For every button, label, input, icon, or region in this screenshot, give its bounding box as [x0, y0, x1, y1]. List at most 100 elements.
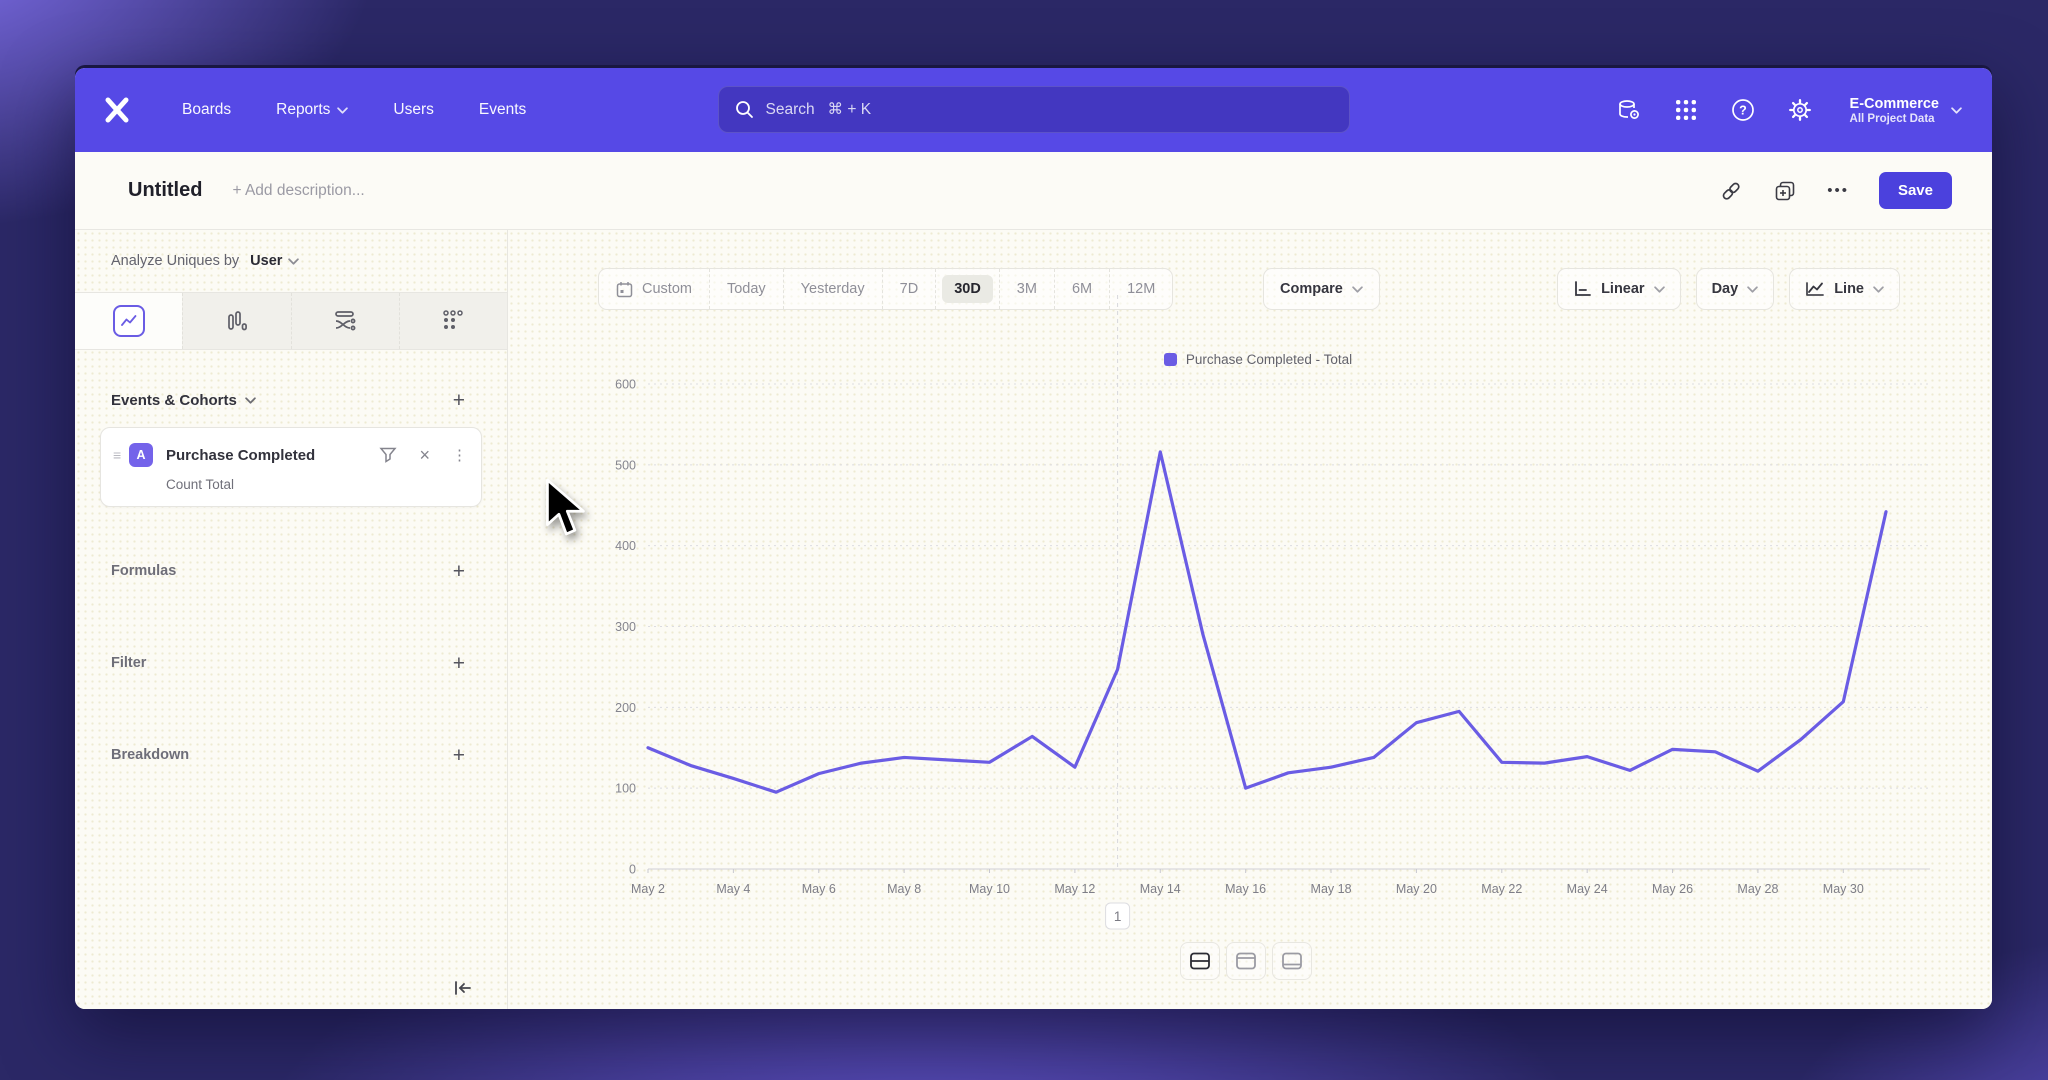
range-label: 30D	[942, 275, 993, 303]
range-label: 12M	[1127, 281, 1156, 297]
share-link-icon[interactable]	[1719, 179, 1743, 203]
range-12m[interactable]: 12M	[1109, 269, 1172, 309]
chevron-down-icon	[245, 397, 256, 404]
range-6m[interactable]: 6M	[1053, 269, 1109, 309]
layout-top-button[interactable]	[1226, 942, 1266, 980]
compare-dropdown[interactable]: Compare	[1263, 268, 1380, 310]
x-axis-label: May 6	[802, 882, 836, 896]
annotation-label: 1	[1114, 909, 1122, 924]
save-button[interactable]: Save	[1878, 172, 1952, 209]
legend-label: Purchase Completed - Total	[1185, 352, 1353, 367]
range-custom[interactable]: Custom	[599, 269, 709, 309]
y-axis-label: 400	[615, 539, 636, 553]
event-badge: A	[129, 443, 153, 467]
filter-label: Filter	[111, 655, 147, 671]
scale-dropdown[interactable]: Linear	[1557, 268, 1681, 310]
data-management-icon[interactable]	[1616, 97, 1642, 123]
report-description-placeholder[interactable]: + Add description...	[232, 181, 365, 199]
analyze-value-dropdown[interactable]: User	[250, 253, 300, 269]
drag-handle-icon[interactable]: ≡	[113, 447, 122, 463]
more-options-button[interactable]: •••	[1827, 182, 1849, 199]
nav-item-label: Users	[393, 101, 434, 118]
analyze-value: User	[250, 253, 283, 269]
x-axis-label: May 8	[887, 882, 921, 896]
mixpanel-logo-icon[interactable]	[102, 95, 132, 125]
interval-dropdown[interactable]: Day	[1695, 268, 1775, 310]
x-axis-label: May 18	[1311, 882, 1352, 896]
chart-panel: Custom Today Yesterday 7D 30D 3M 6M 12M …	[508, 230, 1992, 1009]
line-chart-icon	[112, 305, 145, 337]
breakdown-label: Breakdown	[111, 747, 190, 763]
chevron-down-icon	[1747, 285, 1758, 293]
formulas-label: Formulas	[111, 563, 177, 579]
y-axis-label: 600	[615, 378, 636, 392]
settings-gear-icon[interactable]	[1787, 97, 1813, 123]
chevron-down-icon	[1951, 106, 1962, 114]
search-input[interactable]	[765, 100, 1333, 119]
tab-bar-chart[interactable]	[182, 293, 291, 349]
collapse-left-icon	[455, 981, 471, 995]
line-chart[interactable]: 0 100 200 300 400 500 600 May 2 May 4 May 6 May 8 M…	[558, 290, 1958, 950]
report-header: Untitled + Add description... •••	[75, 152, 1992, 230]
scatter-dots-icon	[443, 310, 464, 329]
query-sidebar: Analyze Uniques by User	[75, 230, 508, 1009]
layout-bottom-icon	[1282, 952, 1302, 970]
x-axis-label: May 2	[631, 882, 665, 896]
tab-scatter[interactable]	[398, 293, 507, 349]
layout-split-icon	[1190, 952, 1210, 970]
x-axis-label: May 30	[1823, 882, 1864, 896]
event-name[interactable]: Purchase Completed	[166, 446, 316, 464]
events-cohorts-title[interactable]: Events & Cohorts	[111, 392, 256, 409]
chart-type-dropdown[interactable]: Line	[1789, 268, 1900, 310]
report-title[interactable]: Untitled	[128, 179, 203, 201]
x-axis-label: May 20	[1396, 882, 1437, 896]
range-label: 7D	[899, 281, 919, 297]
project-switcher[interactable]: E-Commerce All Project Data	[1850, 95, 1962, 125]
nav-item-reports[interactable]: Reports	[276, 101, 349, 119]
remove-event-icon[interactable]: ×	[419, 444, 430, 465]
range-yesterday[interactable]: Yesterday	[782, 269, 882, 309]
search-bar[interactable]	[717, 86, 1350, 133]
add-breakdown-button[interactable]: +	[452, 743, 465, 767]
tab-line-chart[interactable]	[75, 293, 183, 349]
add-filter-button[interactable]: +	[452, 651, 465, 675]
apps-grid-icon[interactable]	[1673, 97, 1699, 123]
x-axis-label: May 14	[1140, 882, 1181, 896]
range-label: Custom	[642, 281, 692, 297]
x-axis-label: May 16	[1225, 882, 1266, 896]
app-window: Boards Reports Users Events	[75, 68, 1992, 1009]
collapse-sidebar-button[interactable]	[453, 979, 473, 997]
nav-item-label: Boards	[182, 101, 232, 118]
nav-item-users[interactable]: Users	[393, 101, 433, 119]
y-axis-label: 300	[615, 620, 636, 634]
event-kebab-icon[interactable]: ⋮	[452, 447, 467, 464]
layout-split-button[interactable]	[1180, 942, 1220, 980]
range-30d-active[interactable]: 30D	[935, 269, 999, 309]
sidebar-groups: Formulas + Filter + Breakdown +	[75, 559, 507, 767]
scale-label: Linear	[1601, 281, 1645, 297]
chevron-down-icon	[337, 106, 349, 114]
report-actions: ••• Save	[1719, 172, 1952, 209]
tab-flow[interactable]	[290, 293, 399, 349]
x-axis-label: May 4	[716, 882, 750, 896]
range-label: Today	[726, 281, 766, 297]
add-formula-button[interactable]: +	[452, 559, 465, 583]
duplicate-icon[interactable]	[1773, 179, 1797, 203]
range-label: 3M	[1016, 281, 1037, 297]
filter-row: Filter +	[75, 651, 507, 675]
event-card[interactable]: ≡ A Purchase Completed × ⋮ Count Total	[100, 427, 482, 507]
nav-item-boards[interactable]: Boards	[182, 101, 231, 119]
range-today[interactable]: Today	[708, 269, 783, 309]
add-event-button[interactable]: +	[452, 389, 465, 412]
event-metric[interactable]: Count Total	[166, 477, 235, 492]
range-7d[interactable]: 7D	[881, 269, 936, 309]
x-axis-label: May 12	[1054, 882, 1095, 896]
layout-bottom-button[interactable]	[1272, 942, 1312, 980]
range-3m[interactable]: 3M	[998, 269, 1054, 309]
filter-funnel-icon[interactable]	[379, 446, 398, 464]
help-icon[interactable]: ?	[1730, 97, 1756, 123]
nav-item-events[interactable]: Events	[479, 101, 526, 119]
chart-legend: Purchase Completed - Total	[558, 352, 1958, 367]
chevron-down-icon	[288, 257, 300, 265]
formulas-row: Formulas +	[75, 559, 507, 583]
